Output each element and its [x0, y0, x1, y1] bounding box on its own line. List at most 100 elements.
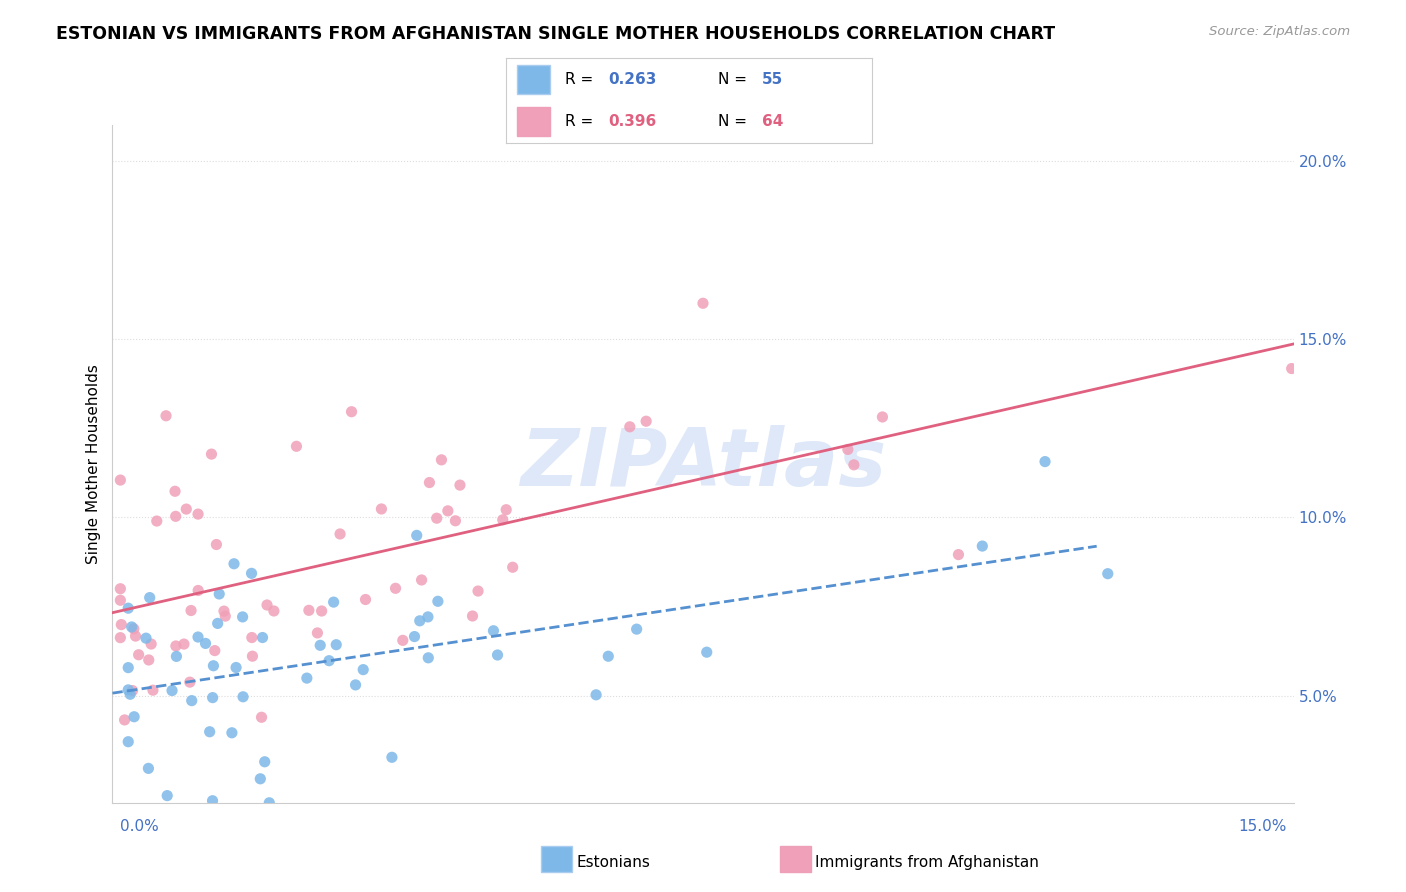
- Text: R =: R =: [565, 114, 598, 129]
- Point: [298, 603, 321, 617]
- Point: [110, 617, 132, 632]
- Point: [225, 660, 247, 674]
- Point: [256, 598, 278, 612]
- Text: N =: N =: [718, 71, 752, 87]
- Point: [381, 750, 404, 764]
- Point: [259, 796, 281, 810]
- Point: [492, 513, 515, 527]
- Point: [110, 582, 132, 596]
- Point: [240, 631, 263, 645]
- Point: [426, 511, 449, 525]
- Point: [486, 648, 509, 662]
- Point: [430, 453, 453, 467]
- Point: [696, 645, 718, 659]
- Point: [842, 458, 865, 472]
- Point: [146, 514, 169, 528]
- Point: [495, 502, 517, 516]
- Point: [110, 631, 132, 645]
- Point: [467, 584, 489, 599]
- Point: [165, 509, 187, 524]
- Point: [155, 409, 177, 423]
- Point: [110, 593, 132, 607]
- Point: [972, 539, 994, 553]
- Text: 15.0%: 15.0%: [1239, 820, 1286, 834]
- Point: [207, 616, 229, 631]
- Point: [194, 636, 217, 650]
- Point: [180, 603, 202, 617]
- Point: [416, 610, 439, 624]
- Point: [636, 414, 658, 428]
- Text: 64: 64: [762, 114, 783, 129]
- Point: [208, 587, 231, 601]
- FancyBboxPatch shape: [517, 65, 550, 94]
- Point: [124, 629, 146, 643]
- Point: [344, 678, 367, 692]
- Point: [585, 688, 607, 702]
- Point: [322, 595, 344, 609]
- Point: [201, 794, 224, 808]
- Point: [329, 527, 352, 541]
- Point: [307, 626, 329, 640]
- Text: N =: N =: [718, 114, 752, 129]
- Point: [117, 660, 139, 674]
- Point: [117, 601, 139, 615]
- Point: [352, 663, 374, 677]
- Point: [253, 755, 276, 769]
- Point: [370, 502, 392, 516]
- Point: [249, 772, 271, 786]
- Text: 0.0%: 0.0%: [120, 820, 159, 834]
- Point: [165, 639, 187, 653]
- Point: [201, 690, 224, 705]
- Point: [619, 419, 641, 434]
- Text: 0.263: 0.263: [609, 71, 657, 87]
- Point: [121, 683, 143, 698]
- Text: Source: ZipAtlas.com: Source: ZipAtlas.com: [1209, 25, 1350, 38]
- Point: [311, 604, 333, 618]
- Point: [309, 638, 332, 652]
- Text: 55: 55: [762, 71, 783, 87]
- Point: [117, 682, 139, 697]
- Point: [444, 514, 467, 528]
- Text: Estonians: Estonians: [576, 855, 651, 870]
- Text: ZIPAtlas: ZIPAtlas: [520, 425, 886, 503]
- Point: [354, 592, 377, 607]
- Point: [692, 296, 714, 310]
- Point: [405, 528, 427, 542]
- Text: 0.396: 0.396: [609, 114, 657, 129]
- Point: [122, 622, 145, 636]
- Point: [142, 683, 165, 698]
- Point: [160, 683, 183, 698]
- Point: [214, 609, 236, 624]
- Y-axis label: Single Mother Households: Single Mother Households: [86, 364, 101, 564]
- Text: ESTONIAN VS IMMIGRANTS FROM AFGHANISTAN SINGLE MOTHER HOUSEHOLDS CORRELATION CHA: ESTONIAN VS IMMIGRANTS FROM AFGHANISTAN …: [56, 25, 1056, 43]
- Point: [110, 473, 132, 487]
- Point: [418, 475, 440, 490]
- Point: [948, 548, 970, 562]
- Point: [285, 439, 308, 453]
- Point: [250, 710, 273, 724]
- Point: [418, 650, 440, 665]
- Point: [449, 478, 471, 492]
- Point: [222, 557, 245, 571]
- Point: [187, 507, 209, 521]
- Text: Immigrants from Afghanistan: Immigrants from Afghanistan: [815, 855, 1039, 870]
- Point: [295, 671, 318, 685]
- Point: [404, 630, 426, 644]
- Point: [122, 710, 145, 724]
- Point: [135, 631, 157, 645]
- Point: [128, 648, 150, 662]
- Point: [114, 713, 136, 727]
- Point: [384, 582, 406, 596]
- Point: [391, 633, 413, 648]
- Point: [205, 537, 228, 551]
- Point: [121, 620, 143, 634]
- Point: [461, 609, 484, 624]
- Point: [482, 624, 505, 638]
- Point: [221, 726, 243, 740]
- Point: [202, 658, 225, 673]
- Point: [212, 604, 235, 618]
- Point: [1281, 361, 1303, 376]
- Point: [340, 405, 363, 419]
- Point: [872, 409, 894, 424]
- Point: [598, 649, 620, 664]
